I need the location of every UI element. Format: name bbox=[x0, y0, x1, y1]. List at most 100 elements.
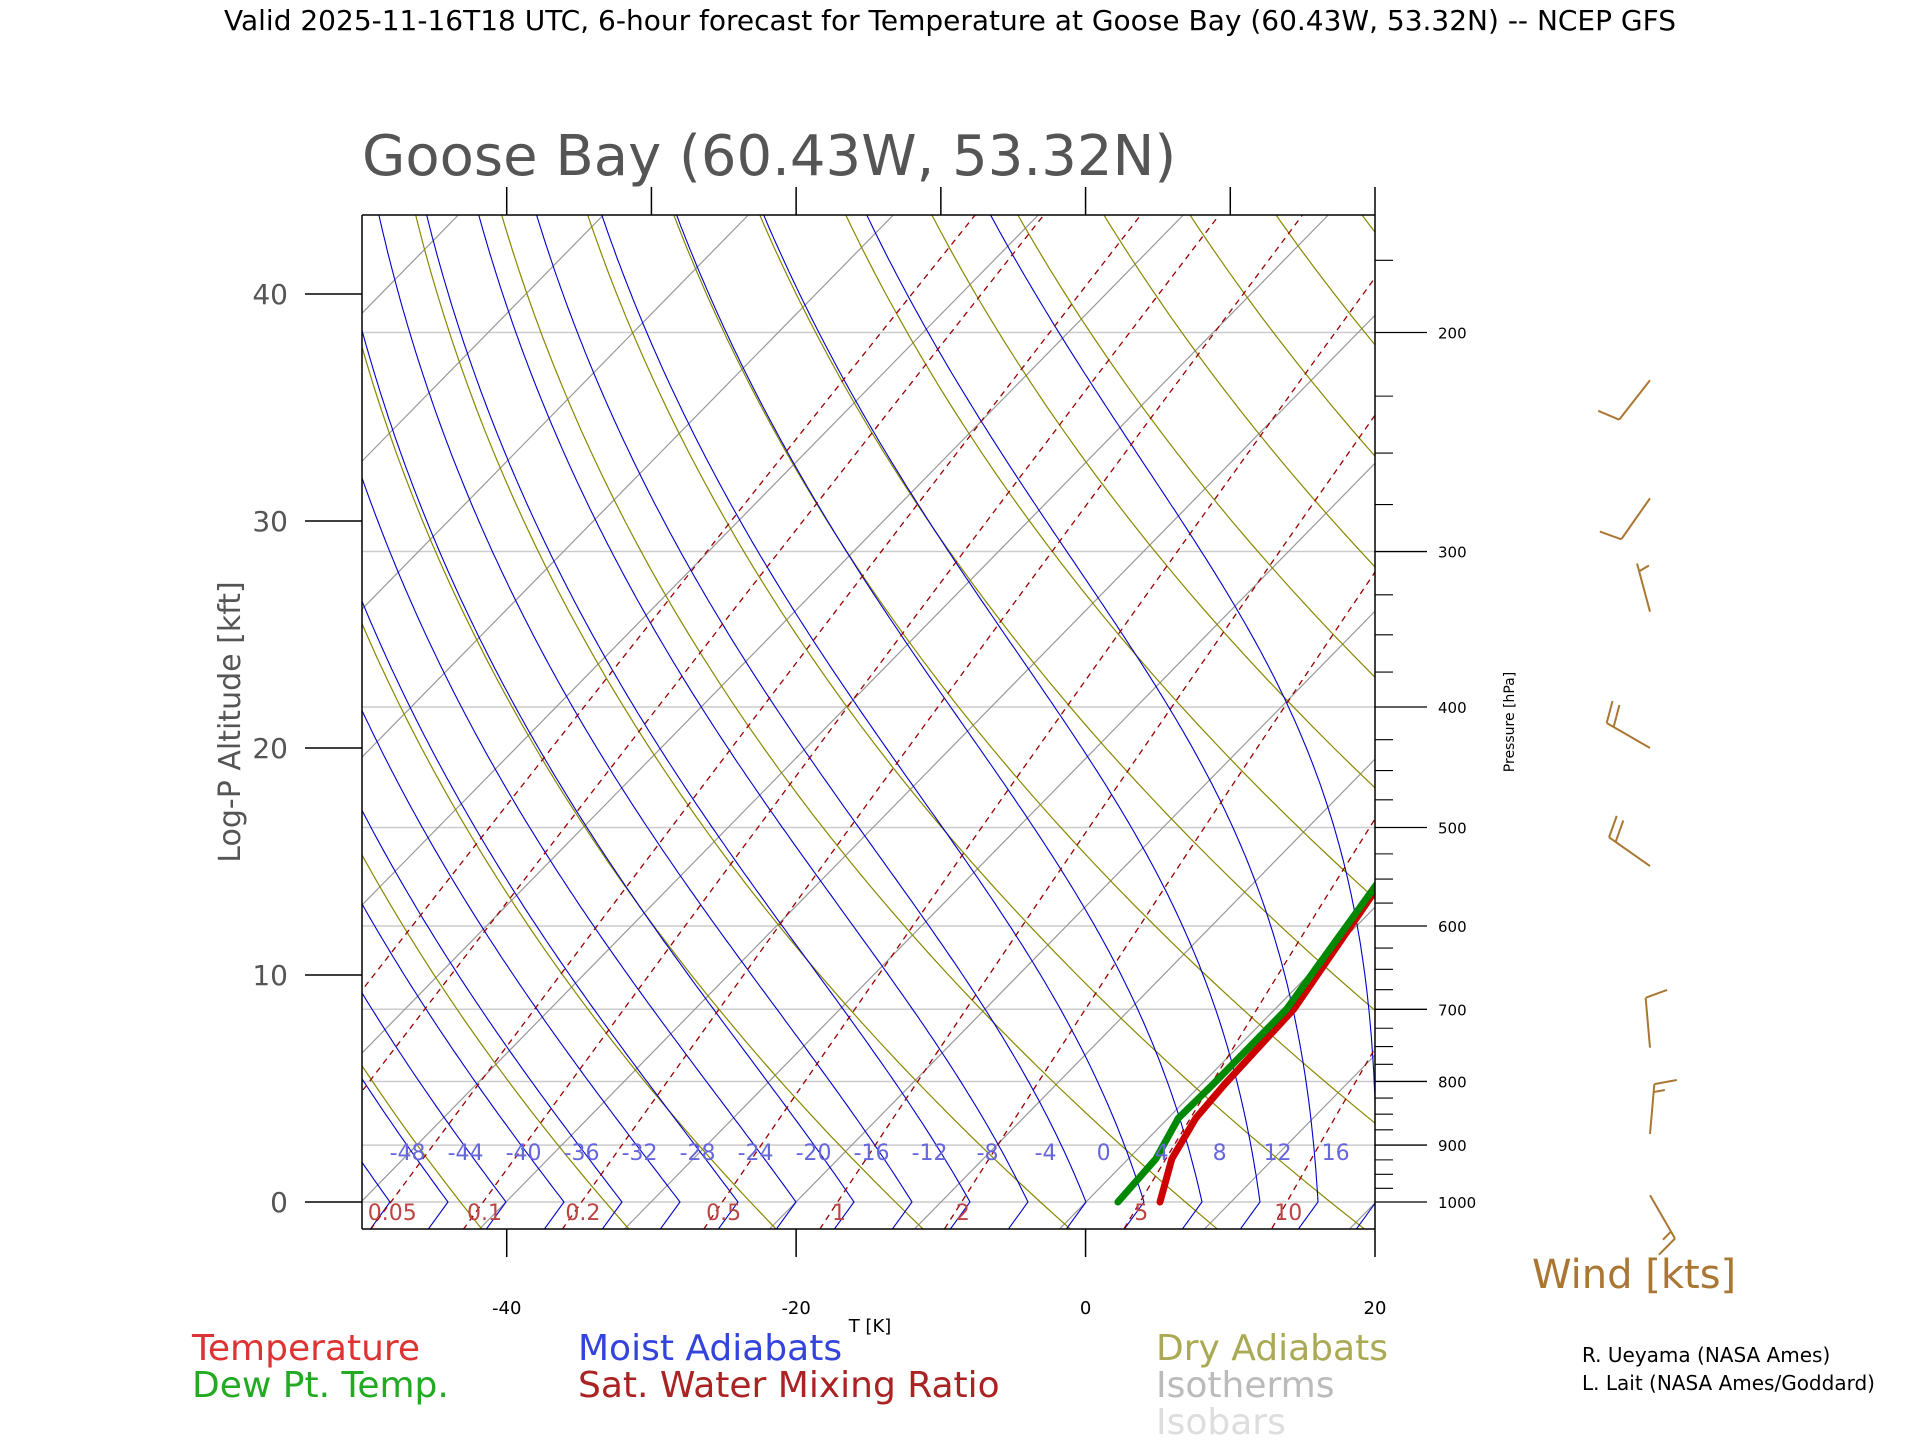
moist-adiabat-line bbox=[362, 991, 507, 1229]
wind-barb-feather bbox=[1658, 1237, 1676, 1256]
dry-adiabat-line bbox=[1017, 215, 1375, 679]
mixing-ratio-line bbox=[1518, 181, 1920, 1248]
wind-barb-half-feather bbox=[1662, 1230, 1672, 1241]
wind-barb-staff bbox=[1649, 1194, 1676, 1239]
moist-adiabat-label: -44 bbox=[448, 1141, 484, 1166]
isotherm-line bbox=[0, 181, 347, 1248]
moist-adiabat-label: -36 bbox=[564, 1141, 600, 1166]
legend-mixing-ratio: Sat. Water Mixing Ratio bbox=[578, 1365, 1000, 1406]
plot-frame bbox=[361, 214, 1376, 1230]
isotherm-line bbox=[1477, 181, 1920, 1248]
moist-adiabat-label: 16 bbox=[1322, 1141, 1350, 1166]
curve-labels: -48 -44 -40 -36 -32 -28 -24 -20 -16 -12 -8 -4 0 4 8 12 1… bbox=[368, 1141, 1350, 1226]
moist-adiabat-line bbox=[675, 215, 1203, 1229]
x-tick-label: -20 bbox=[781, 1298, 810, 1319]
isotherm-line bbox=[768, 610, 1375, 1229]
pressure-tick-label: 600 bbox=[1438, 918, 1467, 936]
isotherm-line bbox=[0, 181, 57, 1248]
pressure-tick-label: 400 bbox=[1438, 699, 1467, 717]
isotherm-lines bbox=[0, 181, 1920, 1248]
legend-dewpoint: Dew Pt. Temp. bbox=[192, 1365, 449, 1406]
moist-adiabat-label: 8 bbox=[1213, 1141, 1227, 1166]
moist-adiabat-line bbox=[362, 709, 681, 1229]
dry-adiabat-line bbox=[1421, 181, 1920, 1248]
mixing-ratio-line bbox=[943, 570, 1375, 1229]
moist-adiabat-line bbox=[535, 215, 1087, 1229]
background-lines bbox=[0, 181, 1920, 1248]
mixing-ratio-label: 0.2 bbox=[565, 1201, 600, 1226]
dry-adiabat-line bbox=[501, 215, 1219, 1229]
moist-adiabat-line bbox=[763, 215, 1261, 1229]
dry-adiabat-lines bbox=[362, 181, 1920, 1248]
moist-adiabat-line bbox=[362, 599, 739, 1229]
mixing-ratio-label: 10 bbox=[1274, 1201, 1302, 1226]
y-tick-label: 0 bbox=[270, 1186, 288, 1219]
wind-barb-staff bbox=[1608, 836, 1651, 867]
mixing-ratio-label: 0.1 bbox=[467, 1201, 502, 1226]
y-axis-ticks: 0 10 20 30 40 bbox=[252, 278, 362, 1219]
dry-adiabat-line bbox=[1590, 181, 1920, 1248]
x-axis-label: T [K] bbox=[848, 1316, 892, 1337]
isotherm-line bbox=[362, 215, 1040, 906]
mixing-ratio-line bbox=[1870, 181, 1920, 1248]
dry-adiabat-line bbox=[1506, 181, 1920, 1248]
legend-dry-adiabats: Dry Adiabats bbox=[1156, 1328, 1388, 1369]
isotherm-line bbox=[1348, 1202, 1375, 1229]
dry-adiabat-line bbox=[362, 622, 777, 1229]
wind-barb-staff bbox=[1636, 563, 1651, 613]
legend-isobars: Isobars bbox=[1156, 1402, 1286, 1440]
wind-barb-half-feather bbox=[1638, 564, 1650, 573]
wind-barb bbox=[1605, 700, 1651, 749]
mixing-ratio-line bbox=[1766, 181, 1920, 1248]
legend: Temperature Dew Pt. Temp. Moist Adiabats… bbox=[191, 1328, 1388, 1440]
mixing-ratio-line bbox=[819, 414, 1375, 1229]
wind-barb-staff bbox=[1620, 497, 1651, 540]
mixing-ratio-line bbox=[362, 215, 1045, 1093]
legend-moist-adiabats: Moist Adiabats bbox=[578, 1328, 842, 1369]
pressure-tick-label: 700 bbox=[1438, 1001, 1467, 1019]
wind-barb bbox=[1599, 497, 1651, 541]
mixing-ratio-label: 5 bbox=[1134, 1201, 1148, 1226]
dry-adiabat-line bbox=[415, 215, 1072, 1229]
wind-barb-feather bbox=[1599, 530, 1622, 541]
mixing-ratio-label: 2 bbox=[956, 1201, 970, 1226]
x-tick-label: -40 bbox=[492, 1298, 521, 1319]
moist-adiabat-label: -48 bbox=[390, 1141, 426, 1166]
pressure-tick-label: 200 bbox=[1438, 324, 1467, 342]
pressure-tick-label: 500 bbox=[1438, 820, 1467, 838]
moist-adiabat-label: 12 bbox=[1264, 1141, 1292, 1166]
moist-adiabat-label: 4 bbox=[1155, 1141, 1169, 1166]
isotherm-line bbox=[1203, 1054, 1375, 1229]
moist-adiabat-label: -8 bbox=[977, 1141, 999, 1166]
mixing-ratio-label: 1 bbox=[832, 1201, 846, 1226]
moist-adiabat-line bbox=[601, 215, 1145, 1229]
moist-adiabat-label: -24 bbox=[738, 1141, 774, 1166]
moist-adiabat-label: -16 bbox=[854, 1141, 890, 1166]
moist-adiabat-line bbox=[362, 902, 565, 1229]
legend-isotherms: Isotherms bbox=[1156, 1365, 1334, 1406]
pressure-tick-label: 900 bbox=[1438, 1137, 1467, 1155]
moist-adiabat-label: -40 bbox=[506, 1141, 542, 1166]
wind-barb-feather bbox=[1608, 815, 1618, 838]
dry-adiabat-line bbox=[587, 215, 1366, 1229]
sounding-series bbox=[1114, 880, 1375, 1206]
dry-adiabat-line bbox=[1675, 181, 1920, 1248]
moist-adiabat-line bbox=[362, 809, 623, 1229]
isotherm-line bbox=[0, 181, 202, 1248]
mixing-ratio-lines bbox=[362, 181, 1920, 1248]
x-axis-ticks: -40 -20 0 2 0 bbox=[492, 187, 1386, 1319]
moist-adiabat-lines bbox=[362, 215, 1375, 1229]
dry-adiabat-line bbox=[1275, 215, 1375, 346]
moist-adiabat-line bbox=[426, 215, 971, 1229]
dry-adiabat-line bbox=[1844, 181, 1920, 1248]
isotherm-line bbox=[1058, 906, 1375, 1229]
x-tick-label: 0 bbox=[1080, 1298, 1091, 1319]
dry-adiabat-line bbox=[362, 853, 630, 1229]
wind-barb-half-feather bbox=[1653, 1089, 1666, 1094]
header-title: Valid 2025-11-16T18 UTC, 6-hour forecast… bbox=[224, 4, 1676, 37]
wind-barb bbox=[1644, 988, 1668, 1048]
mixing-ratio-line bbox=[703, 276, 1375, 1229]
moist-adiabat-label: 0 bbox=[1097, 1141, 1111, 1166]
mixing-ratio-line bbox=[1421, 181, 1920, 1248]
